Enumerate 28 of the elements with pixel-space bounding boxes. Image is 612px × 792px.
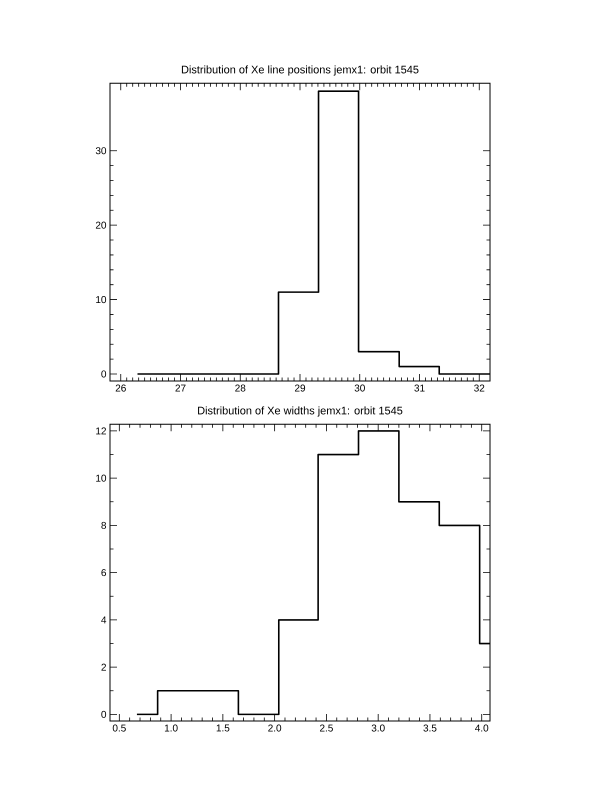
y-tick-label: 12 [96,427,106,434]
x-tick-label: 27 [175,384,186,392]
y-tick-label: 8 [101,522,106,529]
y-tick-label: 30 [96,147,106,154]
x-tick-label: 2.5 [320,724,333,732]
y-tick-label: 20 [96,222,106,229]
chart-title: Distribution of Xe line positions jemx1: orbit 1545 [182,65,418,76]
x-tick-label: 1.0 [164,724,178,732]
x-tick-label: 29 [294,384,306,392]
y-tick-label: 10 [96,474,106,482]
x-tick-label: 1.5 [216,724,230,732]
y-tick-label: 0 [101,370,106,378]
y-tick-label: 6 [101,569,106,576]
x-tick-label: 31 [414,384,425,392]
y-tick-label: 2 [101,664,106,671]
x-tick-label: 3.5 [423,724,436,732]
x-tick-label: 30 [354,384,365,392]
x-tick-label: 3.0 [372,724,385,732]
x-tick-label: 0.5 [112,724,126,732]
y-tick-label: 0 [101,710,106,718]
x-tick-label: 26 [116,384,126,392]
x-tick-label: 2.0 [268,724,282,732]
y-tick-label: 4 [101,616,106,624]
x-tick-label: 32 [474,384,484,392]
chart-title: Distribution of Xe widths jemx1: orbit 1545 [198,406,402,417]
y-tick-label: 10 [96,296,106,304]
x-tick-label: 28 [235,384,246,392]
x-tick-label: 4.0 [475,724,488,732]
